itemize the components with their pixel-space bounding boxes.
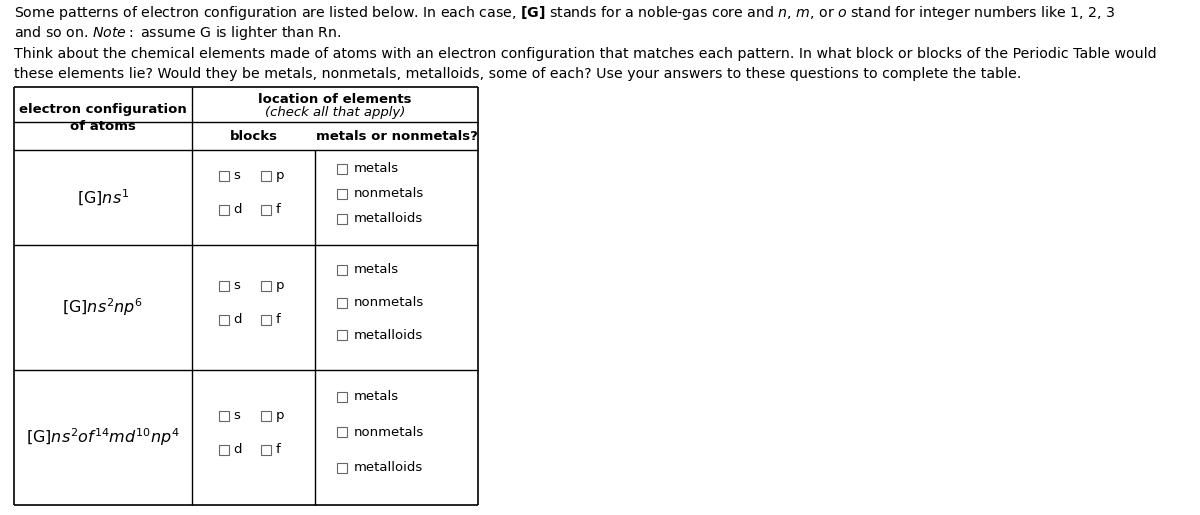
Bar — [336, 462, 347, 473]
Bar — [336, 298, 347, 307]
Bar — [218, 444, 228, 455]
Text: blocks: blocks — [229, 129, 277, 143]
Bar — [218, 204, 228, 215]
Text: f: f — [276, 313, 281, 326]
Text: and so on. $\mathit{Note:}$ assume G is lighter than Rn.: and so on. $\mathit{Note:}$ assume G is … — [14, 24, 342, 42]
Text: p: p — [276, 409, 284, 422]
Bar — [218, 281, 228, 290]
Text: electron configuration
of atoms: electron configuration of atoms — [19, 104, 187, 133]
Text: d: d — [234, 443, 242, 456]
Bar — [260, 204, 270, 215]
Text: (check all that apply): (check all that apply) — [265, 106, 406, 118]
Text: f: f — [276, 443, 281, 456]
Text: s: s — [234, 409, 240, 422]
Bar — [218, 170, 228, 180]
Bar — [260, 410, 270, 421]
Text: metals: metals — [354, 162, 398, 175]
Bar — [218, 410, 228, 421]
Text: location of elements: location of elements — [258, 93, 412, 106]
Text: nonmetals: nonmetals — [354, 187, 424, 200]
Text: nonmetals: nonmetals — [354, 426, 424, 439]
Text: metalloids: metalloids — [354, 329, 422, 342]
Bar — [260, 444, 270, 455]
Bar — [336, 391, 347, 402]
Text: metals or nonmetals?: metals or nonmetals? — [316, 129, 478, 143]
Text: Some patterns of electron configuration are listed below. In each case, $\mathbf: Some patterns of electron configuration … — [14, 4, 1116, 22]
Text: nonmetals: nonmetals — [354, 296, 424, 309]
Bar — [336, 164, 347, 174]
Text: $[\mathrm{G}]\mathit{n}\mathit{s}^{1}$: $[\mathrm{G}]\mathit{n}\mathit{s}^{1}$ — [77, 187, 130, 208]
Text: metals: metals — [354, 263, 398, 276]
Text: d: d — [234, 313, 242, 326]
Bar — [260, 315, 270, 324]
Text: these elements lie? Would they be metals, nonmetals, metalloids, some of each? U: these elements lie? Would they be metals… — [14, 67, 1021, 81]
Bar — [260, 281, 270, 290]
Bar — [336, 189, 347, 199]
Text: $[\mathrm{G}]\mathit{n}\mathit{s}^{2}\mathit{o}\mathit{f}^{14}\mathit{m}\mathit{: $[\mathrm{G}]\mathit{n}\mathit{s}^{2}\ma… — [26, 426, 180, 449]
Text: p: p — [276, 279, 284, 292]
Text: f: f — [276, 203, 281, 216]
Bar — [336, 331, 347, 340]
Text: metalloids: metalloids — [354, 212, 422, 225]
Text: Think about the chemical elements made of atoms with an electron configuration t: Think about the chemical elements made o… — [14, 47, 1157, 61]
Bar — [336, 427, 347, 437]
Bar — [336, 214, 347, 224]
Text: s: s — [234, 279, 240, 292]
Text: d: d — [234, 203, 242, 216]
Bar — [336, 265, 347, 274]
Text: p: p — [276, 169, 284, 182]
Text: $[\mathrm{G}]\mathit{n}\mathit{s}^{2}\mathit{n}\mathit{p}^{6}$: $[\mathrm{G}]\mathit{n}\mathit{s}^{2}\ma… — [62, 297, 144, 318]
Text: metals: metals — [354, 390, 398, 403]
Text: metalloids: metalloids — [354, 461, 422, 474]
Bar — [218, 315, 228, 324]
Bar — [260, 170, 270, 180]
Text: s: s — [234, 169, 240, 182]
